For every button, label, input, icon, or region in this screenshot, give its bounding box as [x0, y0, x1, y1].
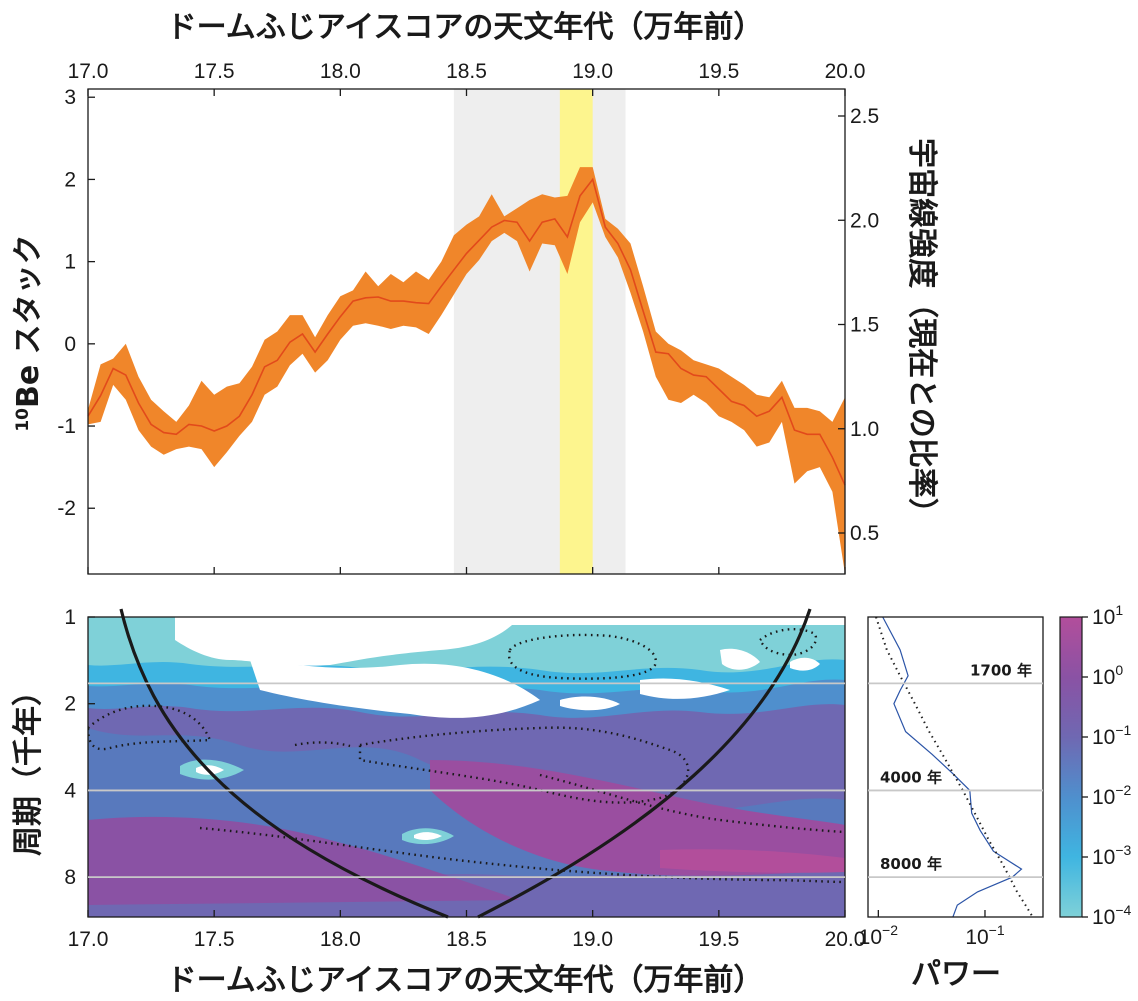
y-tick-label: -2	[57, 497, 76, 520]
bottom-x-tick-label: 19.0	[572, 928, 613, 951]
power-x-ticks: 10−2 10−1	[859, 910, 1005, 949]
y2-tick-label: 1.0	[850, 418, 879, 441]
gray-shaded-interval	[453, 89, 626, 574]
colorbar-tick-label: 10−3	[1092, 842, 1132, 869]
cosmic-ray-y2-axis-title: 宇宙線強度（現在との比率）	[904, 138, 939, 528]
period-label: 4000 年	[880, 768, 942, 786]
cosmic-ray-y2-ticks: 2.5 2.0 1.5 1.0 0.5	[838, 105, 879, 545]
colorbar-tick-exp: −4	[1115, 902, 1131, 918]
y2-tick-label: 2.0	[850, 209, 879, 232]
colorbar-tick-base: 10	[1092, 846, 1115, 869]
top-x-axis-title: ドームふじアイスコアの天文年代（万年前）	[167, 10, 764, 45]
be-stack-series-line	[87, 177, 846, 486]
colorbar-tick-base: 10	[1092, 906, 1115, 929]
colorbar-tick-base: 10	[1092, 726, 1115, 749]
y-tick-label: -1	[57, 415, 76, 438]
top-x-tick-label: 18.0	[320, 60, 361, 83]
power-x-tick-base: 10	[859, 926, 882, 949]
colorbar-gradient	[1059, 616, 1083, 918]
bottom-x-tick-label: 17.5	[194, 928, 235, 951]
colorbar-tick-base: 10	[1092, 666, 1115, 689]
colorbar-tick-label: 101	[1092, 602, 1123, 629]
period-label: 8000 年	[880, 855, 942, 873]
y2-tick-label: 2.5	[850, 105, 879, 128]
top-x-tick-label: 20.0	[825, 60, 866, 83]
colorbar-tick-label: 10−4	[1092, 902, 1132, 929]
power-x-tick-exp: −1	[989, 922, 1005, 938]
period-tick-label: 2	[64, 693, 76, 716]
bottom-x-tick-label: 20.0	[825, 928, 866, 951]
period-reference-lines: 1700 年 4000 年 8000 年	[88, 661, 1043, 879]
bottom-x-tick-label: 18.5	[446, 928, 487, 951]
bottom-x-tick-label: 18.0	[320, 928, 361, 951]
colorbar-tick-label: 10−1	[1092, 722, 1132, 749]
y2-tick-label: 1.5	[850, 314, 879, 337]
power-plot-frame	[867, 616, 1044, 918]
be-stack-y-ticks: 3 2 1 0 -1 -2	[57, 86, 95, 520]
top-x-tick-label: 19.5	[698, 60, 739, 83]
y-tick-label: 1	[64, 251, 76, 274]
cone-of-influence	[119, 608, 812, 919]
be-stack-y-axis-title: 10Be スタック	[11, 234, 46, 431]
top-x-ticks: 17.0 17.5 18.0 18.5 19.0 19.5 20.0	[68, 60, 866, 574]
colorbar-tick-label: 100	[1092, 662, 1123, 689]
colorbar-tick-exp: 0	[1115, 662, 1123, 678]
power-x-tick-exp: −2	[882, 922, 898, 938]
power-x-tick-label: 10−2	[859, 922, 899, 949]
bottom-x-axis-title: ドームふじアイスコアの天文年代（万年前）	[167, 963, 764, 998]
power-x-axis-title: パワー	[911, 957, 1001, 992]
period-y-axis-title: 周期（千年）	[11, 676, 46, 856]
colorbar-tick-exp: −2	[1115, 782, 1131, 798]
be-stack-panel: 17.0 17.5 18.0 18.5 19.0 19.5 20.0 3 2 1 0 -1 -2 2.…	[57, 60, 879, 575]
bottom-x-ticks: 17.0 17.5 18.0 18.5 19.0 19.5 20.0	[68, 910, 866, 951]
power-spectrum-panel: 10−2 10−1	[859, 616, 1044, 949]
colorbar-tick-exp: −3	[1115, 842, 1131, 858]
period-tick-label: 4	[64, 779, 76, 802]
colorbar-tick-label: 10−2	[1092, 782, 1132, 809]
top-x-tick-label: 17.5	[194, 60, 235, 83]
top-x-tick-label: 19.0	[572, 60, 613, 83]
power-x-tick-label: 10−1	[965, 922, 1005, 949]
colorbar-tick-exp: 1	[1115, 602, 1123, 618]
yellow-shaded-interval	[559, 89, 593, 574]
wavelet-spectrum-panel: 1 2 4 8 17.0 17.5 18.0 18.5 19.0 19.5 20.0	[64, 606, 865, 951]
y-tick-label: 3	[64, 86, 76, 109]
top-x-tick-label: 18.5	[446, 60, 487, 83]
colorbar-tick-base: 10	[1092, 786, 1115, 809]
colorbar-tick-base: 10	[1092, 606, 1115, 629]
y-tick-label: 2	[64, 168, 76, 191]
bottom-x-tick-label: 17.0	[68, 928, 109, 951]
period-tick-label: 8	[64, 866, 76, 889]
be-stack-y-axis-title-sup: 10	[13, 408, 33, 432]
top-x-tick-label: 17.0	[68, 60, 109, 83]
uncertainty-band	[88, 167, 845, 574]
y-tick-label: 0	[64, 333, 76, 356]
significance-line	[875, 616, 1034, 918]
period-label: 1700 年	[970, 661, 1032, 679]
power-x-tick-base: 10	[965, 926, 988, 949]
be-stack-y-axis-title-main: Be スタック	[11, 234, 46, 408]
wavelet-contours	[88, 617, 845, 917]
bottom-x-tick-label: 19.5	[698, 928, 739, 951]
y2-tick-label: 0.5	[850, 522, 879, 545]
colorbar-tick-exp: −1	[1115, 722, 1131, 738]
period-tick-label: 1	[64, 606, 76, 629]
